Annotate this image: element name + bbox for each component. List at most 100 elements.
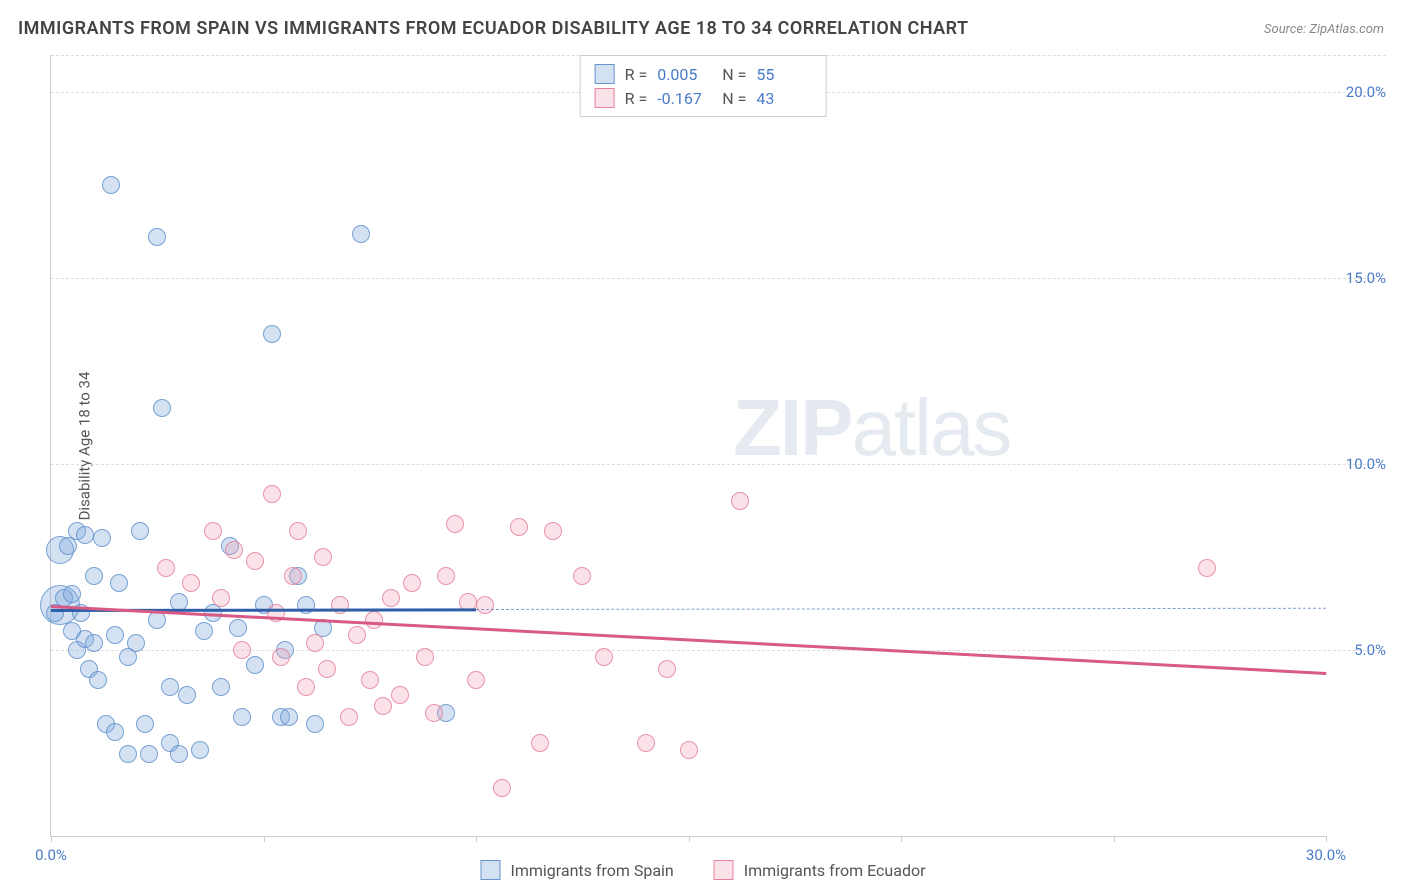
point-ecuador xyxy=(446,515,464,533)
chart-source: Source: ZipAtlas.com xyxy=(1264,22,1384,37)
point-spain xyxy=(85,634,103,652)
chart-title: IMMIGRANTS FROM SPAIN VS IMMIGRANTS FROM… xyxy=(18,18,969,39)
ytick-label: 20.0% xyxy=(1346,83,1386,101)
point-spain xyxy=(297,596,315,614)
gridline-h xyxy=(51,464,1386,465)
chart-container: IMMIGRANTS FROM SPAIN VS IMMIGRANTS FROM… xyxy=(0,0,1406,892)
ytick-label: 5.0% xyxy=(1354,641,1386,659)
point-spain xyxy=(106,723,124,741)
point-ecuador xyxy=(297,678,315,696)
point-ecuador xyxy=(246,552,264,570)
point-ecuador xyxy=(382,589,400,607)
ytick-label: 10.0% xyxy=(1346,455,1386,473)
n-value-ecuador: 43 xyxy=(756,89,811,108)
point-spain xyxy=(161,678,179,696)
point-spain xyxy=(170,745,188,763)
point-ecuador xyxy=(263,485,281,503)
point-ecuador xyxy=(467,671,485,689)
swatch-blue xyxy=(480,860,500,880)
point-ecuador xyxy=(272,648,290,666)
point-spain xyxy=(306,715,324,733)
legend-row-spain: R = 0.005 N = 55 xyxy=(595,62,812,86)
point-spain xyxy=(148,611,166,629)
point-spain xyxy=(246,656,264,674)
point-spain xyxy=(89,671,107,689)
xtick-mark xyxy=(476,836,477,842)
point-spain xyxy=(119,745,137,763)
point-ecuador xyxy=(284,567,302,585)
legend-row-ecuador: R = -0.167 N = 43 xyxy=(595,86,812,110)
point-ecuador xyxy=(510,518,528,536)
point-spain xyxy=(263,325,281,343)
xtick-mark xyxy=(901,836,902,842)
point-spain xyxy=(195,622,213,640)
point-ecuador xyxy=(531,734,549,752)
point-spain xyxy=(131,522,149,540)
gridline-h xyxy=(51,650,1386,651)
xtick-mark xyxy=(1114,836,1115,842)
series-legend: Immigrants from Spain Immigrants from Ec… xyxy=(480,860,925,880)
point-ecuador xyxy=(658,660,676,678)
legend-item-spain: Immigrants from Spain xyxy=(480,860,673,880)
point-ecuador xyxy=(374,697,392,715)
point-spain xyxy=(140,745,158,763)
point-ecuador xyxy=(225,541,243,559)
point-spain xyxy=(85,567,103,585)
point-ecuador xyxy=(493,779,511,797)
gridline-h xyxy=(51,278,1386,279)
point-spain xyxy=(102,176,120,194)
legend-label-spain: Immigrants from Spain xyxy=(510,861,673,880)
point-ecuador xyxy=(157,559,175,577)
point-ecuador xyxy=(361,671,379,689)
point-ecuador xyxy=(233,641,251,659)
point-ecuador xyxy=(348,626,366,644)
point-ecuador xyxy=(416,648,434,666)
point-ecuador xyxy=(314,548,332,566)
point-ecuador xyxy=(289,522,307,540)
point-ecuador xyxy=(425,704,443,722)
point-ecuador xyxy=(1198,559,1216,577)
point-ecuador xyxy=(182,574,200,592)
legend-item-ecuador: Immigrants from Ecuador xyxy=(714,860,926,880)
point-spain xyxy=(178,686,196,704)
point-spain xyxy=(191,741,209,759)
xtick-label: 0.0% xyxy=(35,846,67,864)
point-ecuador xyxy=(212,589,230,607)
point-spain xyxy=(280,708,298,726)
point-ecuador xyxy=(340,708,358,726)
r-value-spain: 0.005 xyxy=(657,65,712,84)
point-ecuador xyxy=(391,686,409,704)
point-ecuador xyxy=(637,734,655,752)
point-spain xyxy=(212,678,230,696)
correlation-legend: R = 0.005 N = 55 R = -0.167 N = 43 xyxy=(580,55,827,117)
swatch-pink xyxy=(595,88,615,108)
point-spain xyxy=(76,526,94,544)
xtick-label: 30.0% xyxy=(1306,846,1346,864)
point-ecuador xyxy=(365,611,383,629)
n-value-spain: 55 xyxy=(756,65,811,84)
point-ecuador xyxy=(731,492,749,510)
swatch-blue xyxy=(595,64,615,84)
point-spain xyxy=(127,634,145,652)
point-spain xyxy=(352,225,370,243)
point-spain xyxy=(148,228,166,246)
point-ecuador xyxy=(544,522,562,540)
point-ecuador xyxy=(437,567,455,585)
r-value-ecuador: -0.167 xyxy=(657,89,712,108)
point-spain xyxy=(153,399,171,417)
swatch-pink xyxy=(714,860,734,880)
point-ecuador xyxy=(476,596,494,614)
point-spain xyxy=(93,529,111,547)
xtick-mark xyxy=(264,836,265,842)
ytick-label: 15.0% xyxy=(1346,269,1386,287)
point-ecuador xyxy=(403,574,421,592)
point-spain xyxy=(63,585,81,603)
point-spain xyxy=(229,619,247,637)
point-ecuador xyxy=(595,648,613,666)
xtick-mark xyxy=(689,836,690,842)
legend-label-ecuador: Immigrants from Ecuador xyxy=(744,861,926,880)
point-spain xyxy=(233,708,251,726)
point-ecuador xyxy=(306,634,324,652)
point-spain xyxy=(136,715,154,733)
point-spain xyxy=(110,574,128,592)
